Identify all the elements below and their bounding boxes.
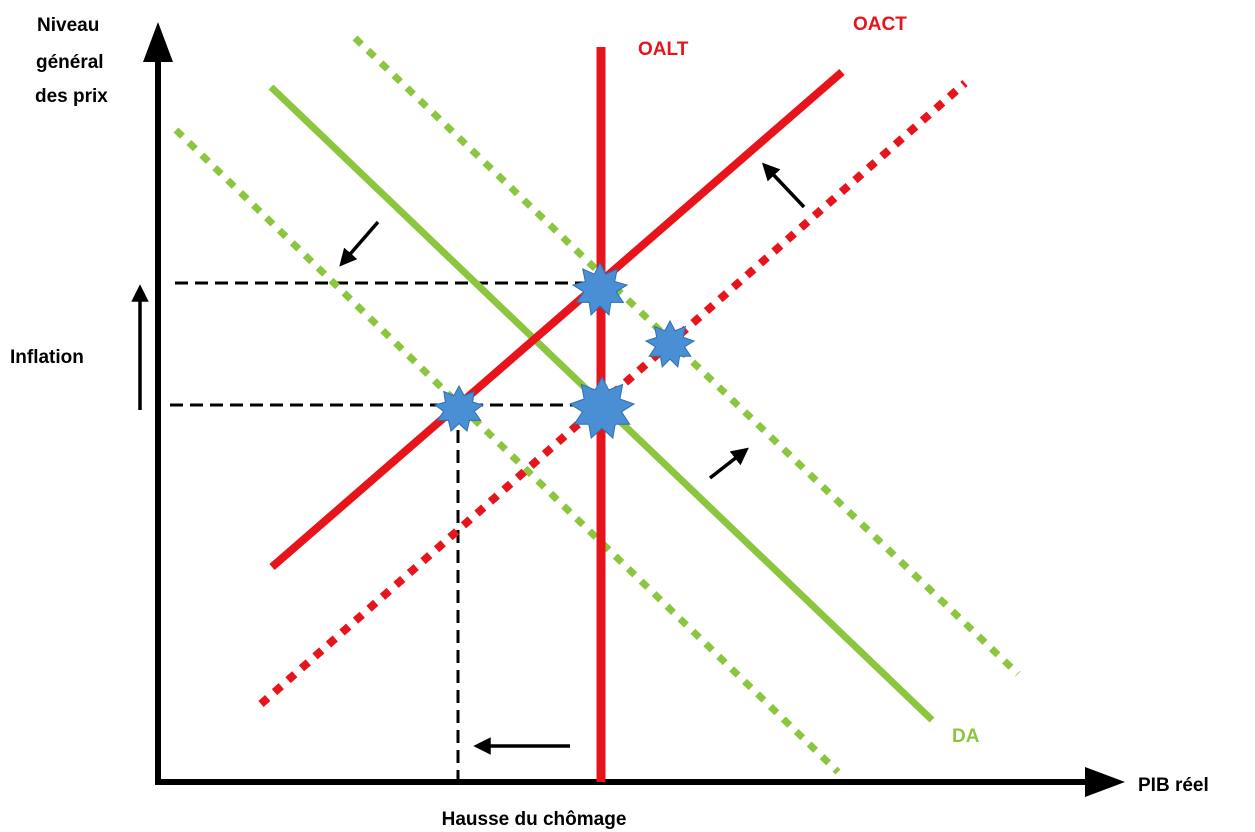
da-label: DA [952, 726, 980, 747]
x-axis-arrowhead [1085, 767, 1125, 797]
da-shifted-left-curve [173, 127, 841, 775]
y-axis-arrowhead [143, 22, 173, 62]
equilibrium-star-left [433, 384, 485, 432]
y-axis-label-line-3: des prix [35, 86, 108, 107]
oact-curve [269, 68, 845, 571]
labels: Niveau général des prix PIB réel Inflati… [10, 14, 1209, 830]
da-shift-left-arrow [339, 220, 380, 267]
guide-lines [170, 281, 590, 782]
equilibrium-star-high [571, 261, 629, 317]
unemployment-label: Hausse du chômage [442, 809, 627, 830]
y-axis-label-line-1: Niveau [37, 15, 99, 36]
shift-arrows [131, 162, 806, 755]
da-shift-right-arrow [708, 447, 749, 480]
oact-shift-arrow [761, 162, 806, 209]
equilibrium-star-right [644, 319, 696, 369]
y-axis-label-line-2: général [36, 52, 104, 73]
inflation-label: Inflation [10, 347, 84, 368]
equilibrium-markers [433, 261, 696, 439]
oact-label: OACT [853, 14, 907, 35]
oalt-label: OALT [638, 39, 689, 60]
equilibrium-star-center [568, 375, 636, 439]
axes [143, 22, 1125, 797]
x-axis-label: PIB réel [1138, 775, 1209, 796]
